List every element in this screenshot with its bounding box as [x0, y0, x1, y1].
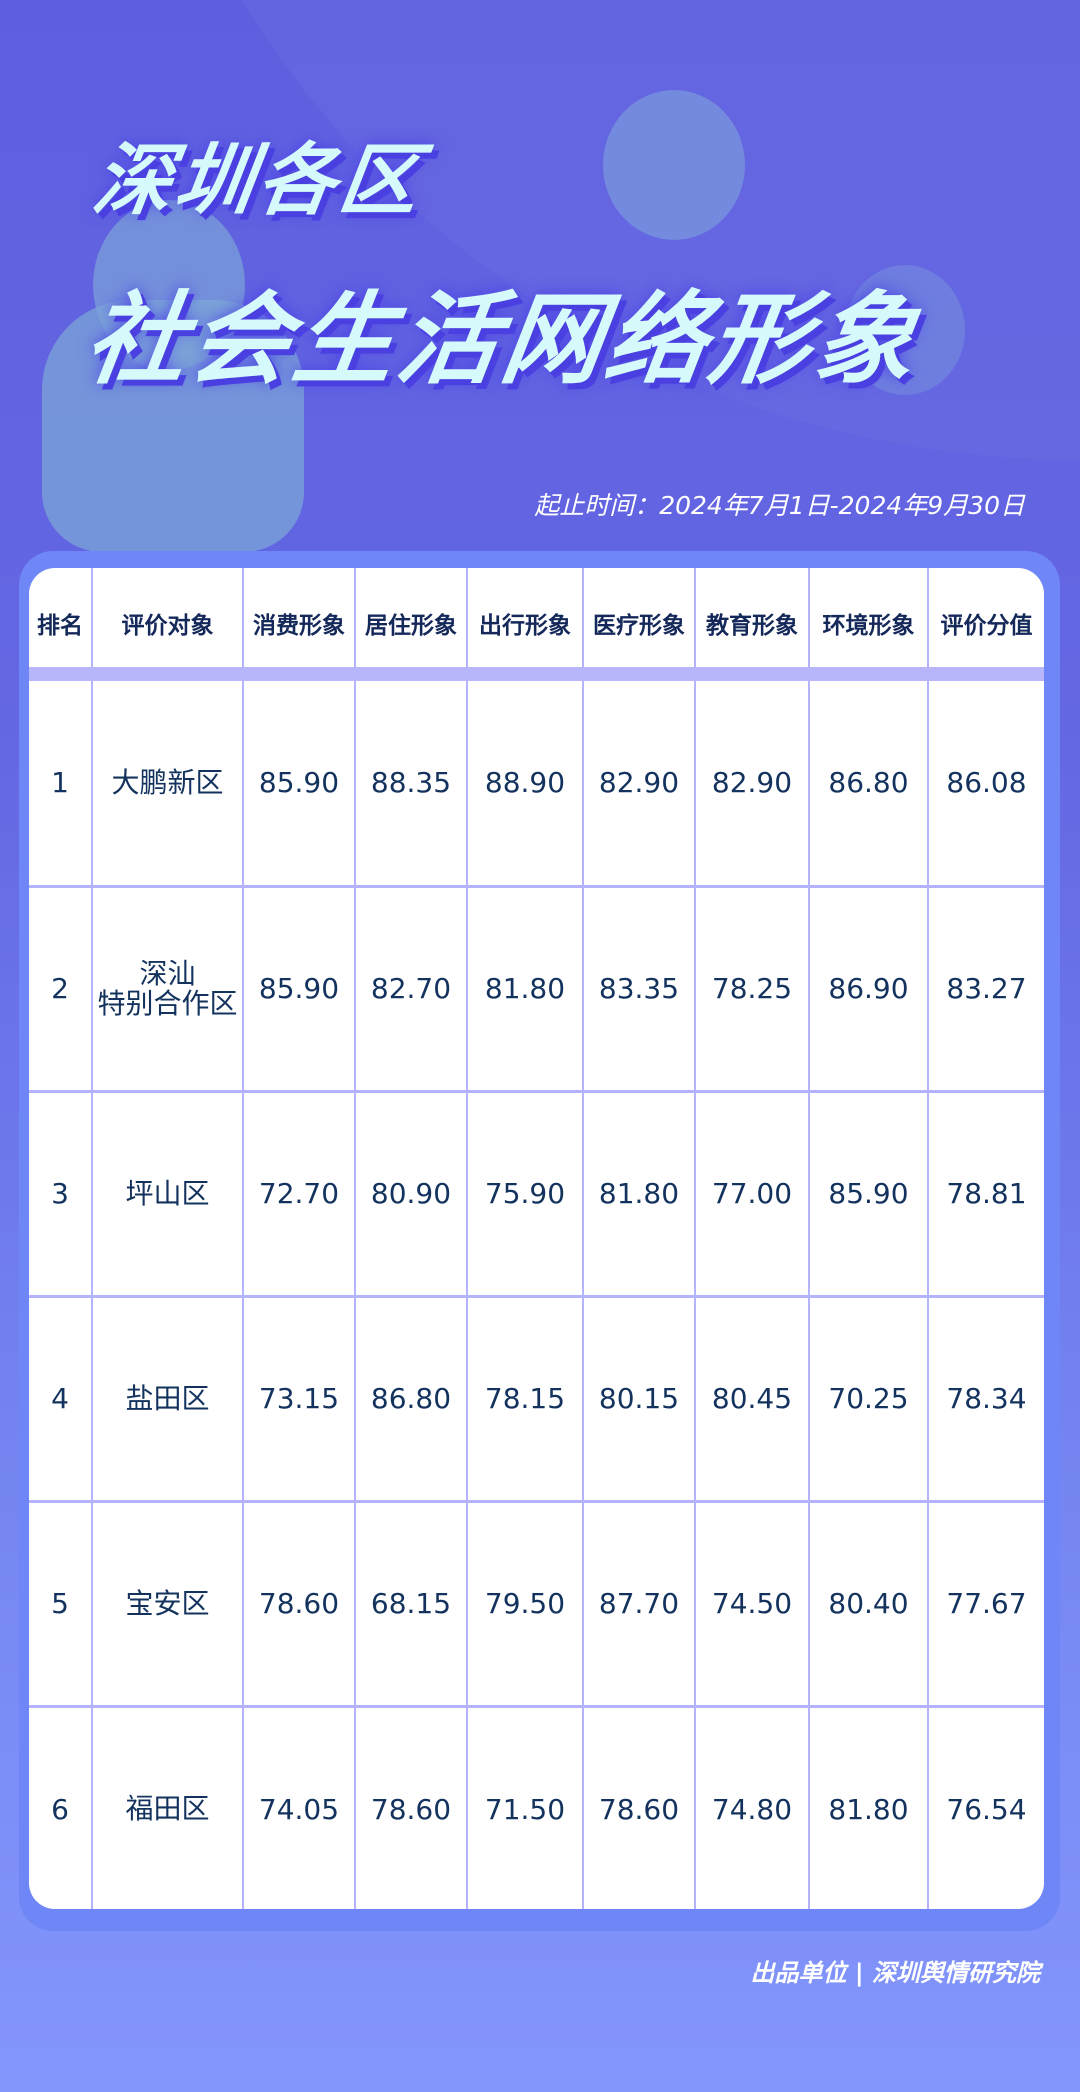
district-name-cell: 深汕 特别合作区	[91, 884, 243, 1091]
score-cell: 86.08	[927, 681, 1044, 886]
district-name-cell: 福田区	[91, 1704, 243, 1909]
score-cell: 87.70	[582, 1499, 695, 1706]
score-cell: 77.67	[927, 1499, 1044, 1706]
decor-circle	[603, 90, 745, 240]
rank-cell: 5	[29, 1499, 92, 1706]
title-line-1: 深圳各区	[87, 136, 429, 226]
footer-credit: 出品单位 | 深圳舆情研究院	[750, 1959, 1040, 1987]
score-cell: 83.27	[927, 884, 1044, 1091]
score-cell: 80.90	[354, 1089, 467, 1296]
column-header: 医疗形象	[582, 568, 695, 667]
score-cell: 81.80	[466, 884, 583, 1091]
score-cell: 88.35	[354, 681, 467, 886]
score-cell: 74.80	[694, 1704, 809, 1909]
score-cell: 82.70	[354, 884, 467, 1091]
column-header: 居住形象	[354, 568, 467, 667]
score-cell: 71.50	[466, 1704, 583, 1909]
district-name-cell: 大鹏新区	[91, 681, 243, 886]
ranking-table: 排名 评价对象 消费形象 居住形象 出行形象 医疗形象 教育形象 环境形象 评价分值 1 大鹏新区…	[29, 568, 1044, 1909]
district-name-cell: 宝安区	[91, 1499, 243, 1706]
score-cell: 86.80	[808, 681, 928, 886]
district-name-cell: 坪山区	[91, 1089, 243, 1296]
score-cell: 80.15	[582, 1294, 695, 1501]
table-row: 6 福田区 74.05 78.60 71.50 78.60 74.80 81.80 76.54	[29, 1704, 1044, 1909]
column-header: 出行形象	[466, 568, 583, 667]
score-cell: 85.90	[808, 1089, 928, 1296]
column-header: 评价分值	[927, 568, 1044, 667]
score-cell: 79.50	[466, 1499, 583, 1706]
column-header: 评价对象	[91, 568, 243, 667]
score-cell: 68.15	[354, 1499, 467, 1706]
score-cell: 78.34	[927, 1294, 1044, 1501]
rank-cell: 1	[51, 766, 69, 800]
divider-bar	[29, 667, 1044, 681]
score-cell: 75.90	[466, 1089, 583, 1296]
column-header: 环境形象	[808, 568, 928, 667]
column-header: 排名	[37, 612, 83, 639]
table-row: 3 坪山区 72.70 80.90 75.90 81.80 77.00 85.90 78.81	[29, 1089, 1044, 1296]
score-cell: 78.60	[242, 1499, 355, 1706]
table-row: 1 大鹏新区 85.90 88.35 88.90 82.90 82.90 86.80 86.08	[29, 681, 1044, 886]
table-container: 排名 评价对象 消费形象 居住形象 出行形象 医疗形象 教育形象 环境形象 评价分值 1 大鹏新区…	[29, 568, 1044, 1909]
score-cell: 74.05	[242, 1704, 355, 1909]
column-header: 教育形象	[694, 568, 809, 667]
score-cell: 80.40	[808, 1499, 928, 1706]
score-cell: 70.25	[808, 1294, 928, 1501]
score-cell: 73.15	[242, 1294, 355, 1501]
score-cell: 82.90	[582, 681, 695, 886]
score-cell: 74.50	[694, 1499, 809, 1706]
score-cell: 80.45	[694, 1294, 809, 1501]
column-header: 消费形象	[242, 568, 355, 667]
score-cell: 85.90	[242, 681, 355, 886]
score-cell: 78.81	[927, 1089, 1044, 1296]
decor-circle	[845, 265, 965, 395]
decor-blob	[42, 300, 304, 552]
score-cell: 72.70	[242, 1089, 355, 1296]
score-cell: 78.60	[582, 1704, 695, 1909]
table-row: 2 深汕 特别合作区 85.90 82.70 81.80 83.35 78.25 86.90 83…	[29, 884, 1044, 1091]
score-cell: 78.60	[354, 1704, 467, 1909]
score-cell: 86.80	[354, 1294, 467, 1501]
header-row: 排名 评价对象 消费形象 居住形象 出行形象 医疗形象 教育形象 环境形象 评价分值	[29, 568, 1044, 667]
score-cell: 88.90	[466, 681, 583, 886]
rank-cell: 3	[29, 1089, 92, 1296]
score-cell: 82.90	[694, 681, 809, 886]
title-line-2: 社会生活网络形象	[78, 281, 927, 398]
score-cell: 85.90	[242, 884, 355, 1091]
score-cell: 81.80	[808, 1704, 928, 1909]
rank-cell: 4	[29, 1294, 92, 1501]
date-range: 起止时间：2024年7月1日-2024年9月30日	[534, 491, 1025, 520]
score-cell: 76.54	[927, 1704, 1044, 1909]
district-name-cell: 盐田区	[91, 1294, 243, 1501]
score-cell: 78.15	[466, 1294, 583, 1501]
score-cell: 86.90	[808, 884, 928, 1091]
header-divider	[29, 667, 1044, 681]
score-cell: 77.00	[694, 1089, 809, 1296]
rank-cell: 2	[29, 884, 92, 1091]
table-row: 5 宝安区 78.60 68.15 79.50 87.70 74.50 80.40 77.67	[29, 1499, 1044, 1706]
score-cell: 81.80	[582, 1089, 695, 1296]
score-cell: 83.35	[582, 884, 695, 1091]
score-cell: 78.25	[694, 884, 809, 1091]
rank-cell: 6	[29, 1704, 92, 1909]
table-row: 4 盐田区 73.15 86.80 78.15 80.15 80.45 70.25 78.34	[29, 1294, 1044, 1501]
